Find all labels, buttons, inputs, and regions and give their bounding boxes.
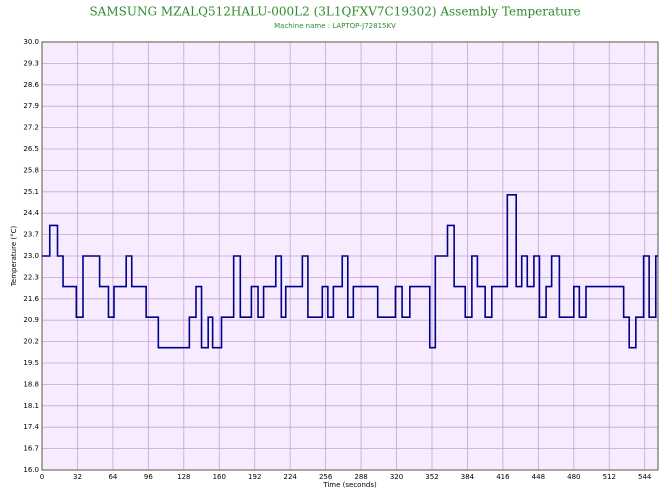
chart-title: SAMSUNG MZALQ512HALU-000L2 (3L1QFXV7C193… (89, 5, 580, 19)
y-tick-label: 29.3 (23, 59, 39, 67)
y-tick-label: 25.8 (23, 166, 39, 174)
x-tick-label: 352 (425, 473, 438, 481)
x-tick-label: 256 (319, 473, 333, 481)
y-tick-label: 27.9 (23, 102, 39, 110)
y-tick-label: 30.0 (23, 38, 39, 46)
x-tick-label: 96 (144, 473, 153, 481)
x-tick-label: 64 (108, 473, 117, 481)
x-tick-label: 160 (213, 473, 226, 481)
data-line (42, 194, 658, 349)
y-tick-label: 16.7 (23, 445, 39, 453)
y-axis-label: Temperature (°C) (10, 226, 18, 288)
y-tick-label: 23.7 (23, 231, 39, 239)
x-tick-label: 224 (283, 473, 297, 481)
y-tick-label: 28.6 (23, 81, 39, 89)
y-tick-label: 18.8 (23, 380, 39, 388)
x-tick-label: 512 (603, 473, 616, 481)
x-tick-label: 192 (248, 473, 261, 481)
x-tick-label: 0 (40, 473, 44, 481)
x-tick-label: 480 (567, 473, 580, 481)
y-tick-label: 23.0 (23, 252, 39, 260)
y-tick-label: 26.5 (23, 145, 39, 153)
x-tick-label: 448 (532, 473, 545, 481)
y-tick-label: 16.0 (23, 466, 39, 474)
x-tick-label: 128 (177, 473, 190, 481)
y-tick-label: 17.4 (23, 423, 39, 431)
y-tick-label: 19.5 (23, 359, 39, 367)
y-tick-label: 27.2 (23, 124, 39, 132)
y-tick-label: 25.1 (23, 188, 39, 196)
x-tick-label: 320 (390, 473, 403, 481)
chart-subtitle: Machine name : LAPTOP-J72815KV (274, 22, 396, 30)
y-tick-label: 18.1 (23, 402, 39, 410)
x-tick-label: 288 (354, 473, 367, 481)
y-tick-label: 24.4 (23, 209, 39, 217)
x-tick-label: 544 (638, 473, 652, 481)
y-tick-label: 20.2 (23, 338, 39, 346)
x-tick-label: 384 (461, 473, 475, 481)
y-tick-label: 22.3 (23, 273, 39, 281)
y-tick-label: 20.9 (23, 316, 39, 324)
y-tick-label: 21.6 (23, 295, 39, 303)
x-tick-label: 32 (73, 473, 82, 481)
x-tick-label: 416 (496, 473, 510, 481)
x-axis-label: Time (seconds) (322, 481, 377, 489)
